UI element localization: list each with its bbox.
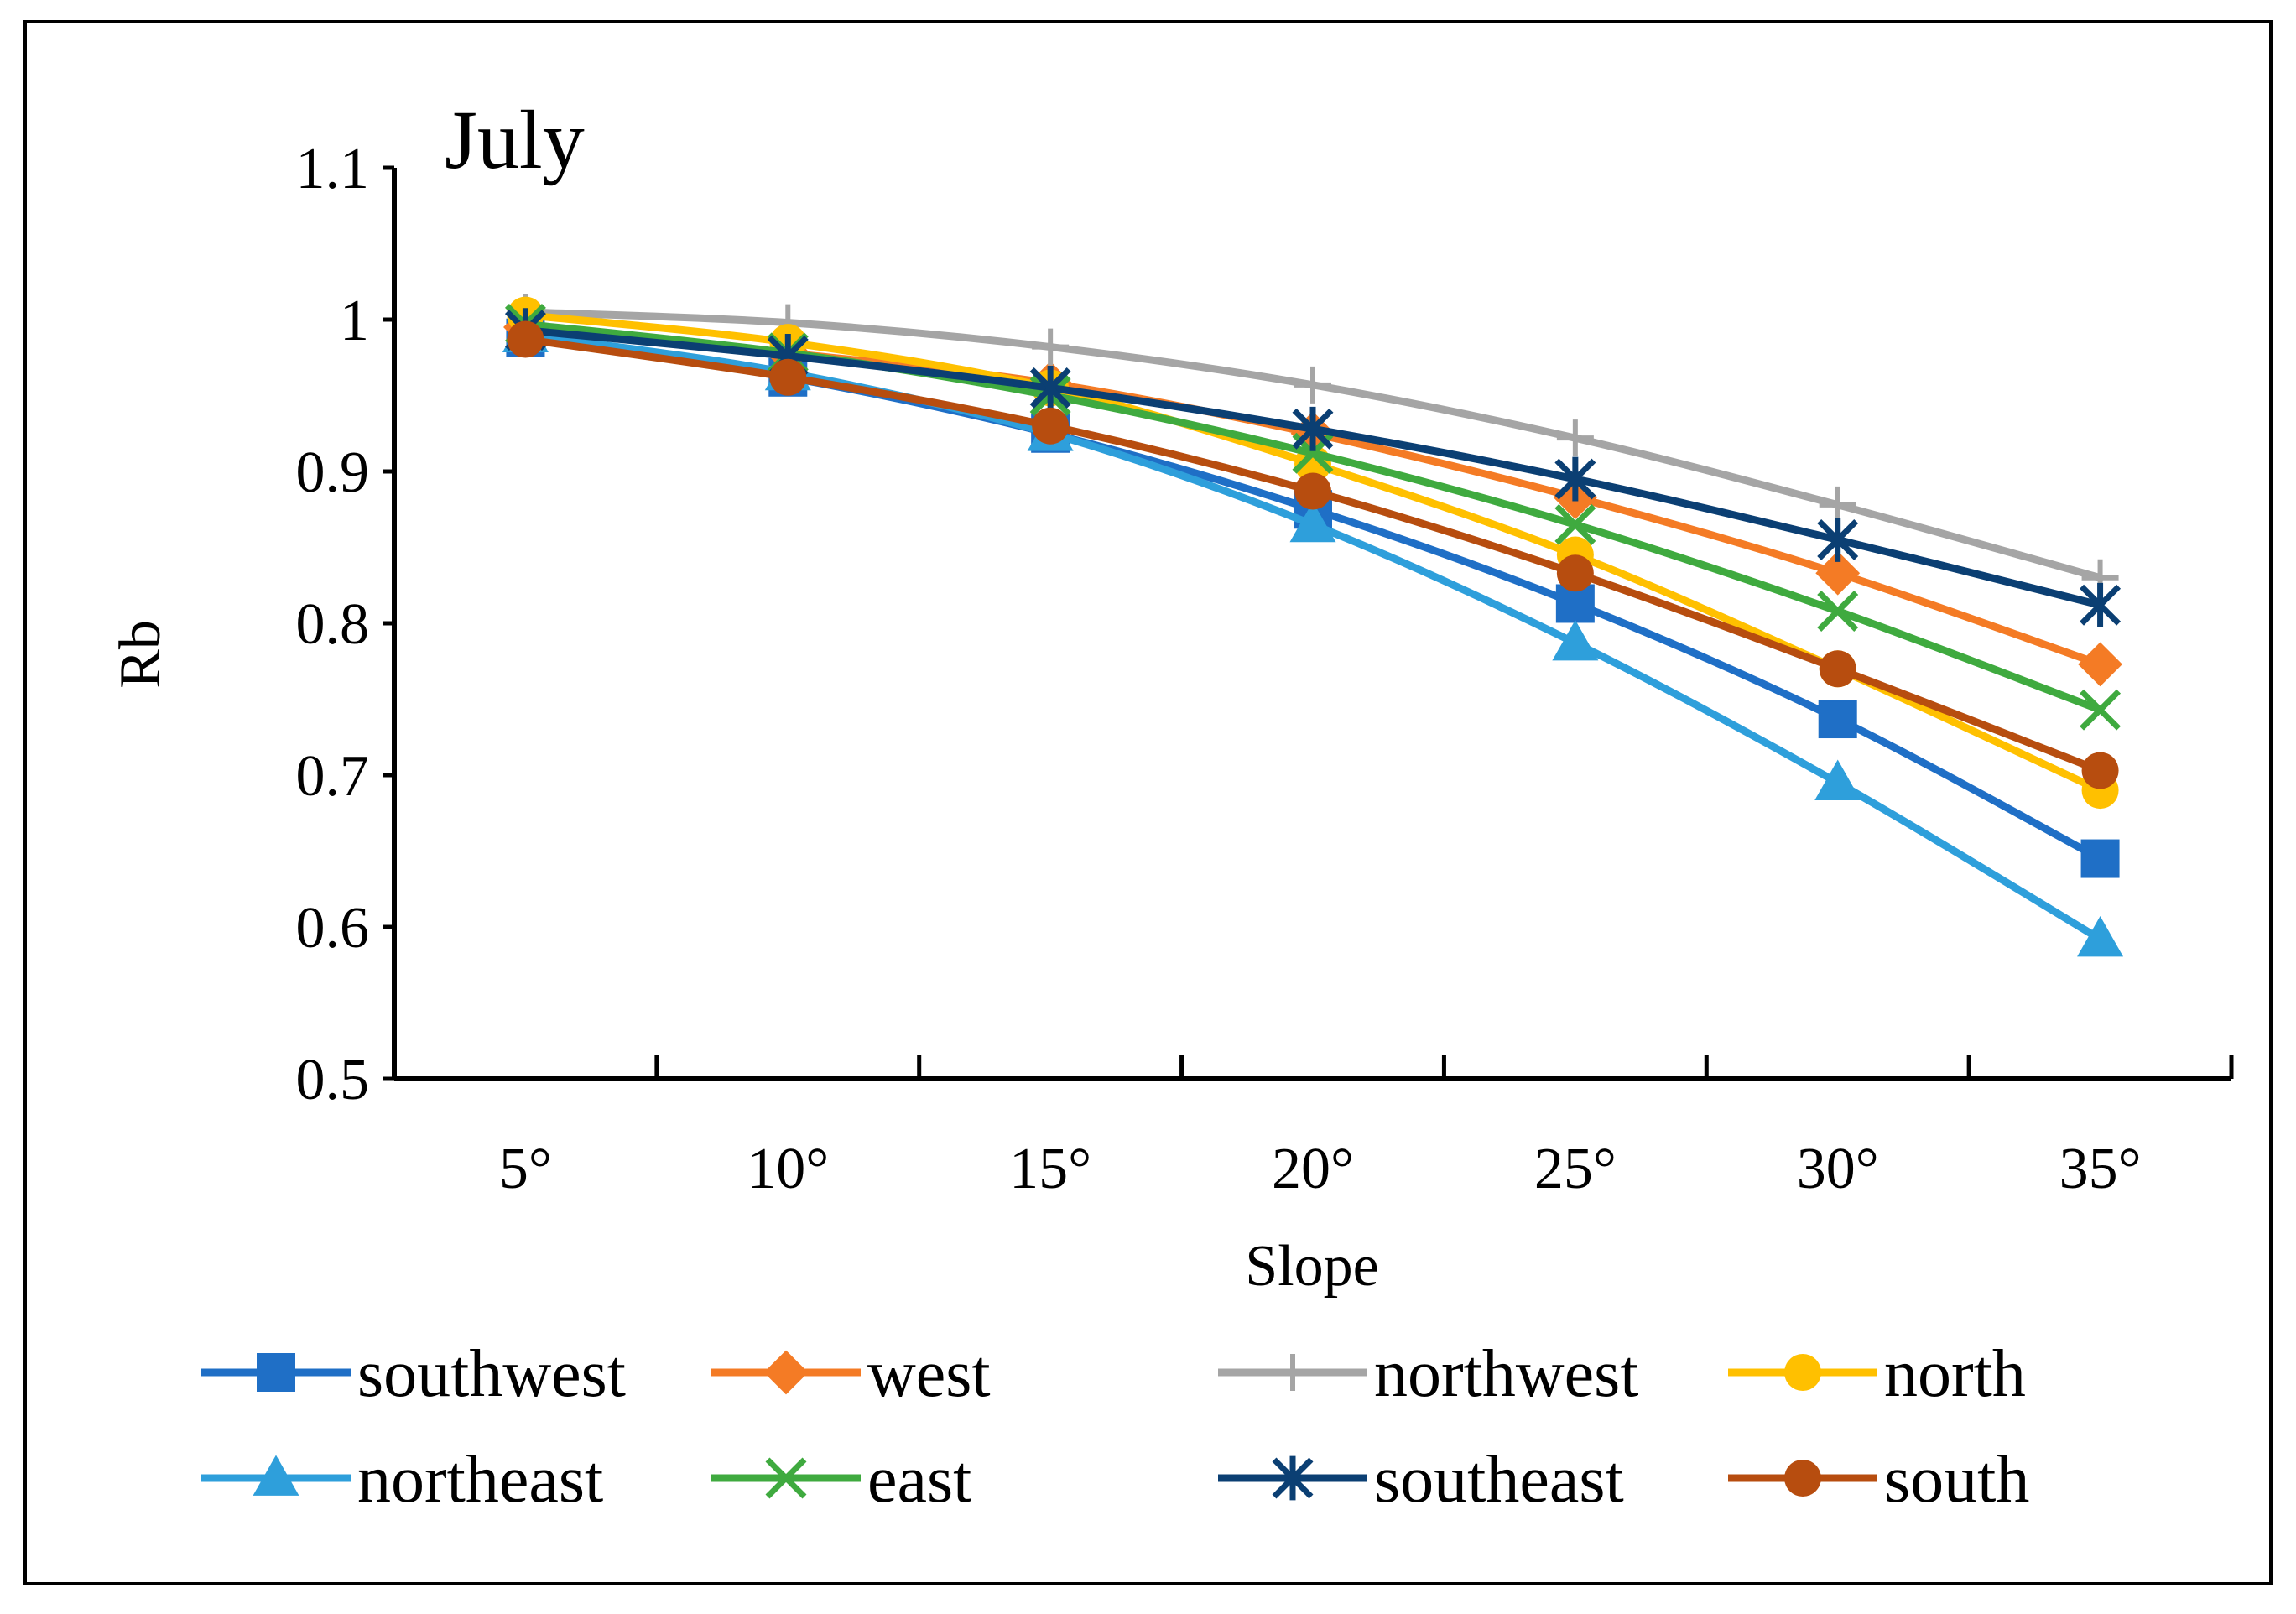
data-point-south-2 [1032, 407, 1070, 445]
legend-item-southwest: southwest [201, 1337, 626, 1411]
data-point-southeast-6 [2080, 582, 2122, 627]
legend-marker [765, 1457, 807, 1499]
legend-item-northeast: northeast [201, 1443, 603, 1517]
series-northwest [507, 293, 2119, 596]
legend-marker [1274, 1354, 1311, 1391]
y-tick-label: 0.6 [296, 896, 370, 961]
data-point-south-1 [769, 358, 807, 396]
legend-marker [253, 1455, 299, 1496]
data-point-east-4 [1554, 503, 1596, 545]
legend-label: south [1884, 1443, 2029, 1517]
data-point-east-5 [1817, 591, 1859, 632]
legend-item-east: east [711, 1443, 971, 1517]
data-point-west-5 [1815, 550, 1861, 596]
legend-label: southwest [357, 1337, 626, 1411]
axes: 0.5 0.6 0.7 0.8 0.9 1 1.1 5° 10° 15° 20° 25° 30° 35° [296, 137, 2234, 1201]
legend-item-south: south [1728, 1443, 2029, 1517]
data-point-northeast-3 [1289, 501, 1336, 543]
legend-marker [257, 1353, 295, 1392]
legend-label: northwest [1374, 1337, 1639, 1411]
x-tick-label: 35° [2059, 1137, 2142, 1201]
series-layer [502, 293, 2124, 957]
legend-item-west: west [711, 1337, 991, 1411]
chart-title: July [445, 93, 585, 186]
data-point-southwest-5 [1818, 700, 1857, 739]
x-axis-label: Slope [1245, 1234, 1378, 1299]
data-point-southwest-6 [2080, 839, 2120, 878]
legend-label: southeast [1374, 1443, 1624, 1517]
y-tick-label: 0.7 [296, 744, 370, 809]
data-point-east-6 [2080, 689, 2122, 731]
data-point-northwest-4 [1556, 419, 1594, 457]
data-point-northeast-5 [1814, 759, 1861, 800]
data-point-south-4 [1556, 554, 1594, 592]
data-point-northeast-6 [2077, 915, 2124, 957]
legend: southwest west northwest north northeast east… [201, 1337, 2029, 1517]
x-tick-label: 15° [1009, 1137, 1091, 1201]
legend-label: east [867, 1443, 971, 1517]
legend-marker [1784, 1354, 1821, 1391]
data-point-northwest-3 [1294, 366, 1331, 404]
x-tick-label: 10° [747, 1137, 829, 1201]
legend-marker [1784, 1460, 1821, 1497]
data-point-southeast-3 [1292, 406, 1334, 451]
legend-item-southeast: southeast [1218, 1443, 1624, 1517]
x-tick-label: 25° [1534, 1137, 1617, 1201]
legend-marker [763, 1350, 809, 1395]
data-point-northwest-2 [1032, 328, 1070, 366]
y-tick-label: 0.5 [296, 1048, 370, 1112]
legend-label: west [867, 1337, 991, 1411]
data-point-northeast-4 [1552, 620, 1599, 661]
x-tick-label: 20° [1272, 1137, 1354, 1201]
chart-border [23, 20, 2273, 1585]
legend-label: northeast [357, 1443, 603, 1517]
data-point-south-3 [1294, 472, 1331, 510]
legend-label: north [1884, 1337, 2026, 1411]
data-point-southeast-2 [1029, 366, 1071, 410]
data-point-west-6 [2078, 642, 2122, 687]
data-point-south-6 [2081, 752, 2119, 789]
legend-item-north: north [1728, 1337, 2026, 1411]
data-point-southeast-5 [1817, 518, 1859, 562]
series-southeast [504, 308, 2122, 627]
series-south [507, 320, 2119, 789]
y-tick-label: 1 [340, 289, 369, 353]
y-tick-label: 1.1 [296, 137, 370, 201]
y-axis-label: Rb [108, 620, 173, 689]
data-point-south-5 [1819, 650, 1856, 688]
data-point-southeast-4 [1554, 456, 1596, 502]
data-point-northwest-5 [1819, 486, 1856, 523]
y-tick-label: 0.8 [296, 592, 370, 657]
x-tick-label: 30° [1797, 1137, 1879, 1201]
legend-item-northwest: northwest [1218, 1337, 1639, 1411]
legend-marker [1272, 1455, 1314, 1501]
data-point-south-0 [507, 320, 544, 358]
x-tick-label: 5° [499, 1137, 552, 1201]
y-tick-label: 0.9 [296, 440, 370, 505]
